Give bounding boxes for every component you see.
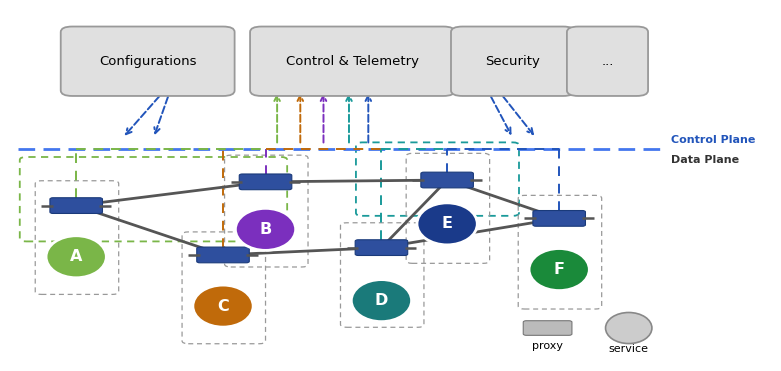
Text: Security: Security [485, 55, 540, 68]
FancyBboxPatch shape [421, 172, 473, 188]
Ellipse shape [417, 203, 477, 245]
FancyBboxPatch shape [451, 27, 575, 96]
Text: proxy: proxy [532, 341, 563, 351]
FancyBboxPatch shape [250, 27, 455, 96]
Text: D: D [375, 293, 388, 308]
Text: B: B [259, 222, 272, 237]
FancyBboxPatch shape [567, 27, 648, 96]
Text: Data Plane: Data Plane [671, 155, 740, 165]
Ellipse shape [351, 280, 412, 322]
FancyBboxPatch shape [50, 198, 102, 213]
Text: service: service [608, 344, 649, 354]
FancyBboxPatch shape [533, 210, 586, 226]
Text: F: F [554, 262, 565, 277]
Text: Control & Telemetry: Control & Telemetry [286, 55, 419, 68]
Text: ...: ... [601, 55, 614, 68]
FancyBboxPatch shape [355, 240, 408, 256]
Ellipse shape [605, 312, 652, 344]
Ellipse shape [235, 209, 296, 250]
FancyBboxPatch shape [523, 321, 572, 335]
Text: A: A [70, 249, 82, 264]
FancyBboxPatch shape [239, 174, 292, 190]
Ellipse shape [529, 249, 590, 290]
FancyBboxPatch shape [61, 27, 234, 96]
Ellipse shape [46, 236, 106, 278]
FancyBboxPatch shape [197, 247, 249, 263]
Text: Configurations: Configurations [99, 55, 197, 68]
Ellipse shape [193, 285, 253, 327]
Text: Control Plane: Control Plane [671, 135, 755, 145]
Text: C: C [217, 299, 229, 313]
Text: E: E [441, 216, 453, 232]
